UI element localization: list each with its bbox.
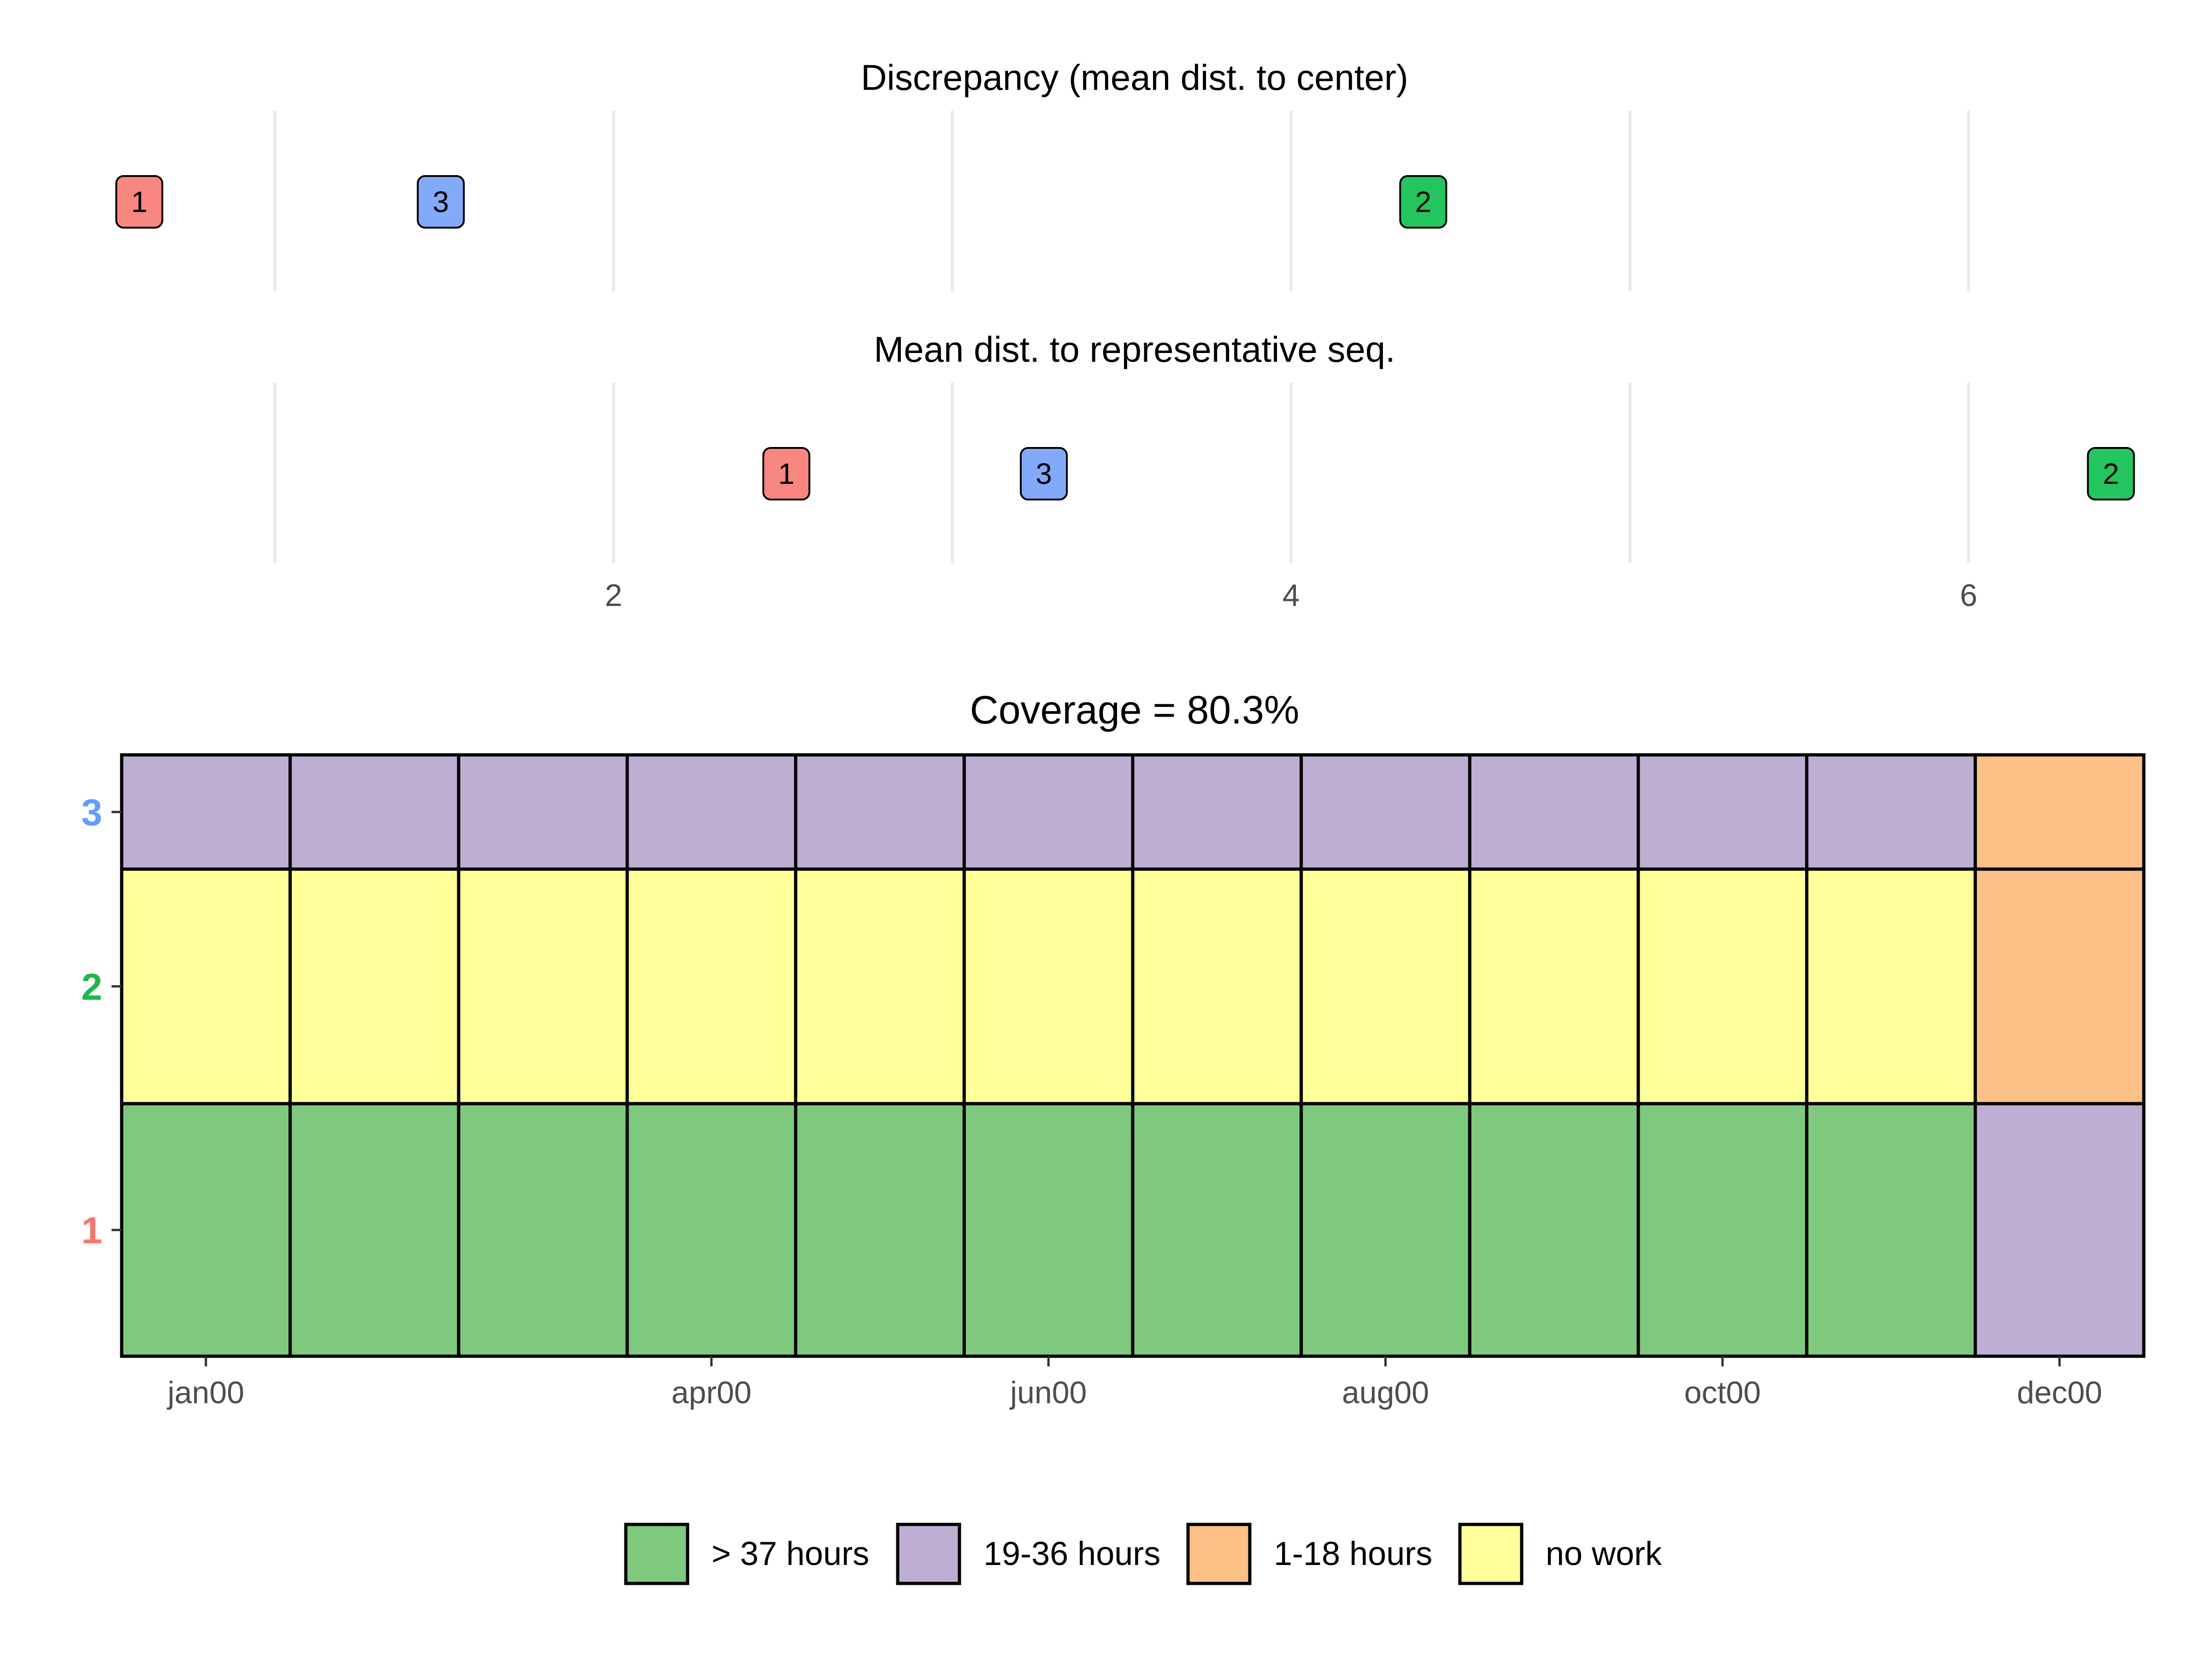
sequence-cell bbox=[794, 753, 966, 871]
x-tick-label: 4 bbox=[1282, 578, 1300, 613]
sequence-cell bbox=[1300, 867, 1471, 1106]
cluster-row-1 bbox=[120, 1102, 2146, 1358]
badge-label: 1 bbox=[778, 457, 795, 490]
legend-item: > 37 hours bbox=[624, 1523, 869, 1585]
representative-distance-points: 1 3 2 bbox=[762, 447, 2135, 500]
sequence-cell bbox=[1973, 867, 2146, 1106]
legend-item: 1-18 hours bbox=[1186, 1523, 1432, 1585]
cluster-badge-1: 1 bbox=[115, 175, 164, 229]
sequence-cell bbox=[1805, 1102, 1977, 1358]
sequence-cell bbox=[1636, 1102, 1809, 1358]
x-tick-label: 2 bbox=[605, 578, 623, 613]
discrepancy-title: Discrepancy (mean dist. to center) bbox=[861, 57, 1408, 98]
legend-label: no work bbox=[1546, 1535, 1662, 1572]
month-tick-label: apr00 bbox=[671, 1375, 752, 1410]
sequence-cell bbox=[1805, 753, 1977, 871]
sequence-cell bbox=[288, 1102, 460, 1358]
sequence-cell bbox=[625, 753, 798, 871]
sequence-cell bbox=[457, 753, 629, 871]
representative-distance-gridlines bbox=[273, 382, 1971, 563]
sequence-cell bbox=[1300, 753, 1471, 871]
sequence-cell bbox=[288, 867, 460, 1106]
sequence-cell bbox=[1468, 867, 1640, 1106]
sequence-cell bbox=[1131, 867, 1303, 1106]
month-tick-label: aug00 bbox=[1342, 1375, 1429, 1410]
cluster-axis-labels: 1 2 3 bbox=[81, 792, 122, 1252]
cluster-label: 2 bbox=[81, 966, 102, 1008]
sequence-cell bbox=[1468, 753, 1640, 871]
cluster-badge-3: 3 bbox=[1020, 447, 1068, 500]
sequence-cell bbox=[1131, 753, 1303, 871]
discrepancy-points: 1 3 2 bbox=[115, 175, 1447, 229]
state-legend: > 37 hours 19-36 hours 1-18 hours no work bbox=[624, 1523, 1662, 1585]
badge-box bbox=[2087, 447, 2135, 500]
month-tick-label: oct00 bbox=[1684, 1375, 1761, 1410]
sequence-cell bbox=[1300, 1102, 1471, 1358]
sequence-cell bbox=[120, 1102, 292, 1358]
representative-distance-title: Mean dist. to representative seq. bbox=[874, 329, 1395, 370]
month-tick-label: jan00 bbox=[167, 1375, 244, 1410]
badge-label: 3 bbox=[1035, 457, 1052, 490]
sequence-cell bbox=[794, 1102, 966, 1358]
representative-distance-panel: Mean dist. to representative seq. 1 3 2 2 4… bbox=[273, 329, 2135, 613]
badge-box bbox=[115, 175, 164, 229]
sequence-cell bbox=[1468, 1102, 1640, 1358]
sequence-cell bbox=[457, 1102, 629, 1358]
month-tick-label: jun00 bbox=[1009, 1375, 1087, 1410]
month-axis-ticks: jan00 apr00 jun00 aug00 oct00 dec00 bbox=[167, 1356, 2102, 1410]
badge-box bbox=[762, 447, 811, 500]
legend-swatch bbox=[1458, 1523, 1524, 1585]
badge-box bbox=[417, 175, 465, 229]
sequence-grid bbox=[120, 753, 2146, 1358]
legend-label: > 37 hours bbox=[712, 1535, 869, 1572]
legend-swatch bbox=[1186, 1523, 1252, 1585]
legend-item: 19-36 hours bbox=[896, 1523, 1160, 1585]
distance-x-axis-ticks: 2 4 6 bbox=[605, 578, 1977, 613]
sequence-cell bbox=[120, 753, 292, 871]
month-tick-label: dec00 bbox=[2017, 1375, 2102, 1410]
legend-swatch bbox=[624, 1523, 689, 1585]
cluster-badge-2: 2 bbox=[1399, 175, 1447, 229]
sequence-cell bbox=[120, 867, 292, 1106]
discrepancy-panel: Discrepancy (mean dist. to center) 1 3 2 bbox=[115, 57, 1971, 291]
legend-item: no work bbox=[1458, 1523, 1662, 1585]
sequence-cell bbox=[962, 867, 1135, 1106]
cluster-badge-1: 1 bbox=[762, 447, 811, 500]
sequence-cell bbox=[1805, 867, 1977, 1106]
badge-label: 1 bbox=[131, 185, 147, 218]
legend-label: 19-36 hours bbox=[983, 1535, 1160, 1572]
cluster-row-3 bbox=[120, 753, 2146, 871]
x-tick-label: 6 bbox=[1960, 578, 1977, 613]
sequence-cell bbox=[962, 1102, 1135, 1358]
badge-label: 2 bbox=[1415, 185, 1432, 218]
sequence-cell bbox=[288, 753, 460, 871]
sequence-cell bbox=[1973, 753, 2146, 871]
badge-box bbox=[1020, 447, 1068, 500]
coverage-title: Coverage = 80.3% bbox=[970, 688, 1300, 732]
badge-box bbox=[1399, 175, 1447, 229]
coverage-panel: Coverage = 80.3% 1 2 3 jan00 apr00 jun00 aug0… bbox=[81, 688, 2146, 1410]
sequence-cell bbox=[625, 1102, 798, 1358]
badge-label: 3 bbox=[433, 185, 449, 218]
sequence-cell bbox=[794, 867, 966, 1106]
legend-label: 1-18 hours bbox=[1274, 1535, 1432, 1572]
cluster-label: 1 bbox=[81, 1210, 102, 1252]
sequence-cell bbox=[625, 867, 798, 1106]
sequence-cell bbox=[1636, 753, 1809, 871]
cluster-badge-2: 2 bbox=[2087, 447, 2135, 500]
cluster-label: 3 bbox=[81, 792, 102, 834]
sequence-cell bbox=[457, 867, 629, 1106]
cluster-badge-3: 3 bbox=[417, 175, 465, 229]
sequence-cell bbox=[962, 753, 1135, 871]
legend-swatch bbox=[896, 1523, 961, 1585]
sequence-cell bbox=[1131, 1102, 1303, 1358]
discrepancy-gridlines bbox=[273, 111, 1971, 291]
badge-label: 2 bbox=[2103, 457, 2119, 490]
cluster-row-2 bbox=[120, 867, 2146, 1106]
sequence-cell bbox=[1973, 1102, 2146, 1358]
sequence-cell bbox=[1636, 867, 1809, 1106]
